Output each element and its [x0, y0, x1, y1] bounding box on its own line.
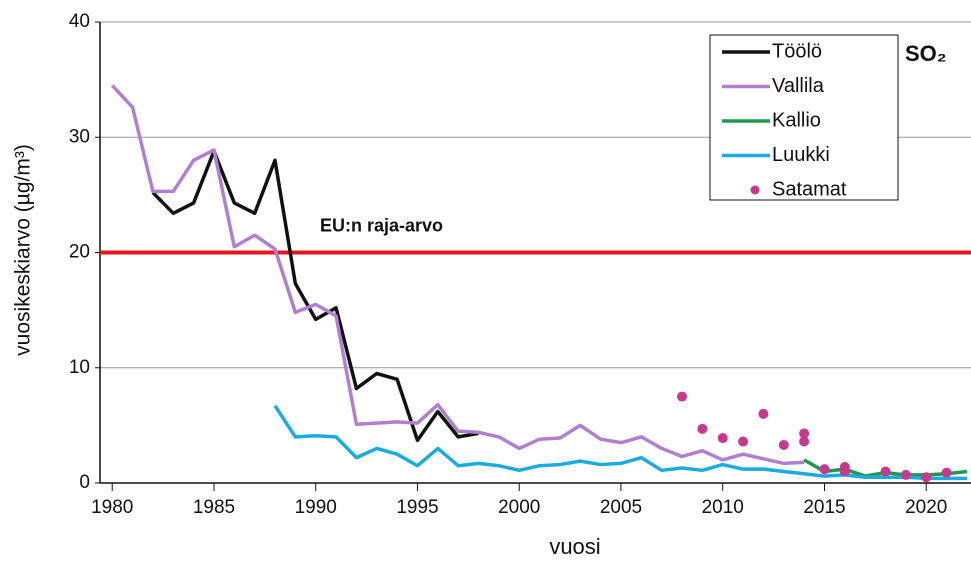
y-axis-label: vuosikeskiarvo (µg/m³): [12, 144, 35, 356]
annotation: SO₂: [905, 41, 947, 66]
legend-label: Vallila: [772, 75, 825, 97]
y-tick-label: 10: [69, 357, 90, 378]
x-axis-label: vuosi: [549, 534, 600, 559]
scatter-point: [839, 466, 850, 477]
scatter-point: [819, 464, 830, 475]
x-tick-label: 2020: [905, 497, 947, 518]
scatter-point: [921, 472, 932, 483]
reference-label: EU:n raja-arvo: [320, 215, 443, 235]
x-tick-label: 1995: [396, 497, 438, 518]
scatter-point: [738, 436, 749, 447]
scatter-point: [717, 433, 728, 444]
x-tick-label: 2015: [803, 497, 845, 518]
scatter-point: [697, 423, 708, 434]
series-line: [273, 404, 967, 481]
y-tick-label: 30: [69, 126, 90, 147]
x-tick-label: 2005: [600, 497, 642, 518]
legend-marker: [750, 185, 760, 195]
legend-label: Kallio: [772, 109, 821, 131]
scatter-point: [778, 439, 789, 450]
y-tick-label: 20: [69, 242, 90, 263]
scatter-point: [799, 428, 810, 439]
series-line: [151, 149, 479, 443]
scatter-point: [799, 436, 810, 447]
scatter-point: [880, 466, 891, 477]
y-tick-label: 40: [69, 11, 90, 32]
legend-label: Töölö: [772, 40, 822, 62]
legend-label: Luukki: [772, 144, 830, 166]
x-tick-label: 1985: [193, 497, 235, 518]
scatter-point: [677, 391, 688, 402]
scatter-point: [900, 469, 911, 480]
x-tick-label: 1990: [295, 497, 337, 518]
legend-label: Satamat: [772, 178, 847, 200]
y-tick-label: 0: [79, 472, 90, 493]
scatter-point: [941, 467, 952, 478]
x-tick-label: 2010: [702, 497, 744, 518]
series-line: [110, 84, 805, 466]
legend-box: [709, 34, 899, 201]
scatter-point: [758, 408, 769, 419]
x-tick-label: 2000: [498, 497, 540, 518]
x-tick-label: 1980: [91, 497, 133, 518]
